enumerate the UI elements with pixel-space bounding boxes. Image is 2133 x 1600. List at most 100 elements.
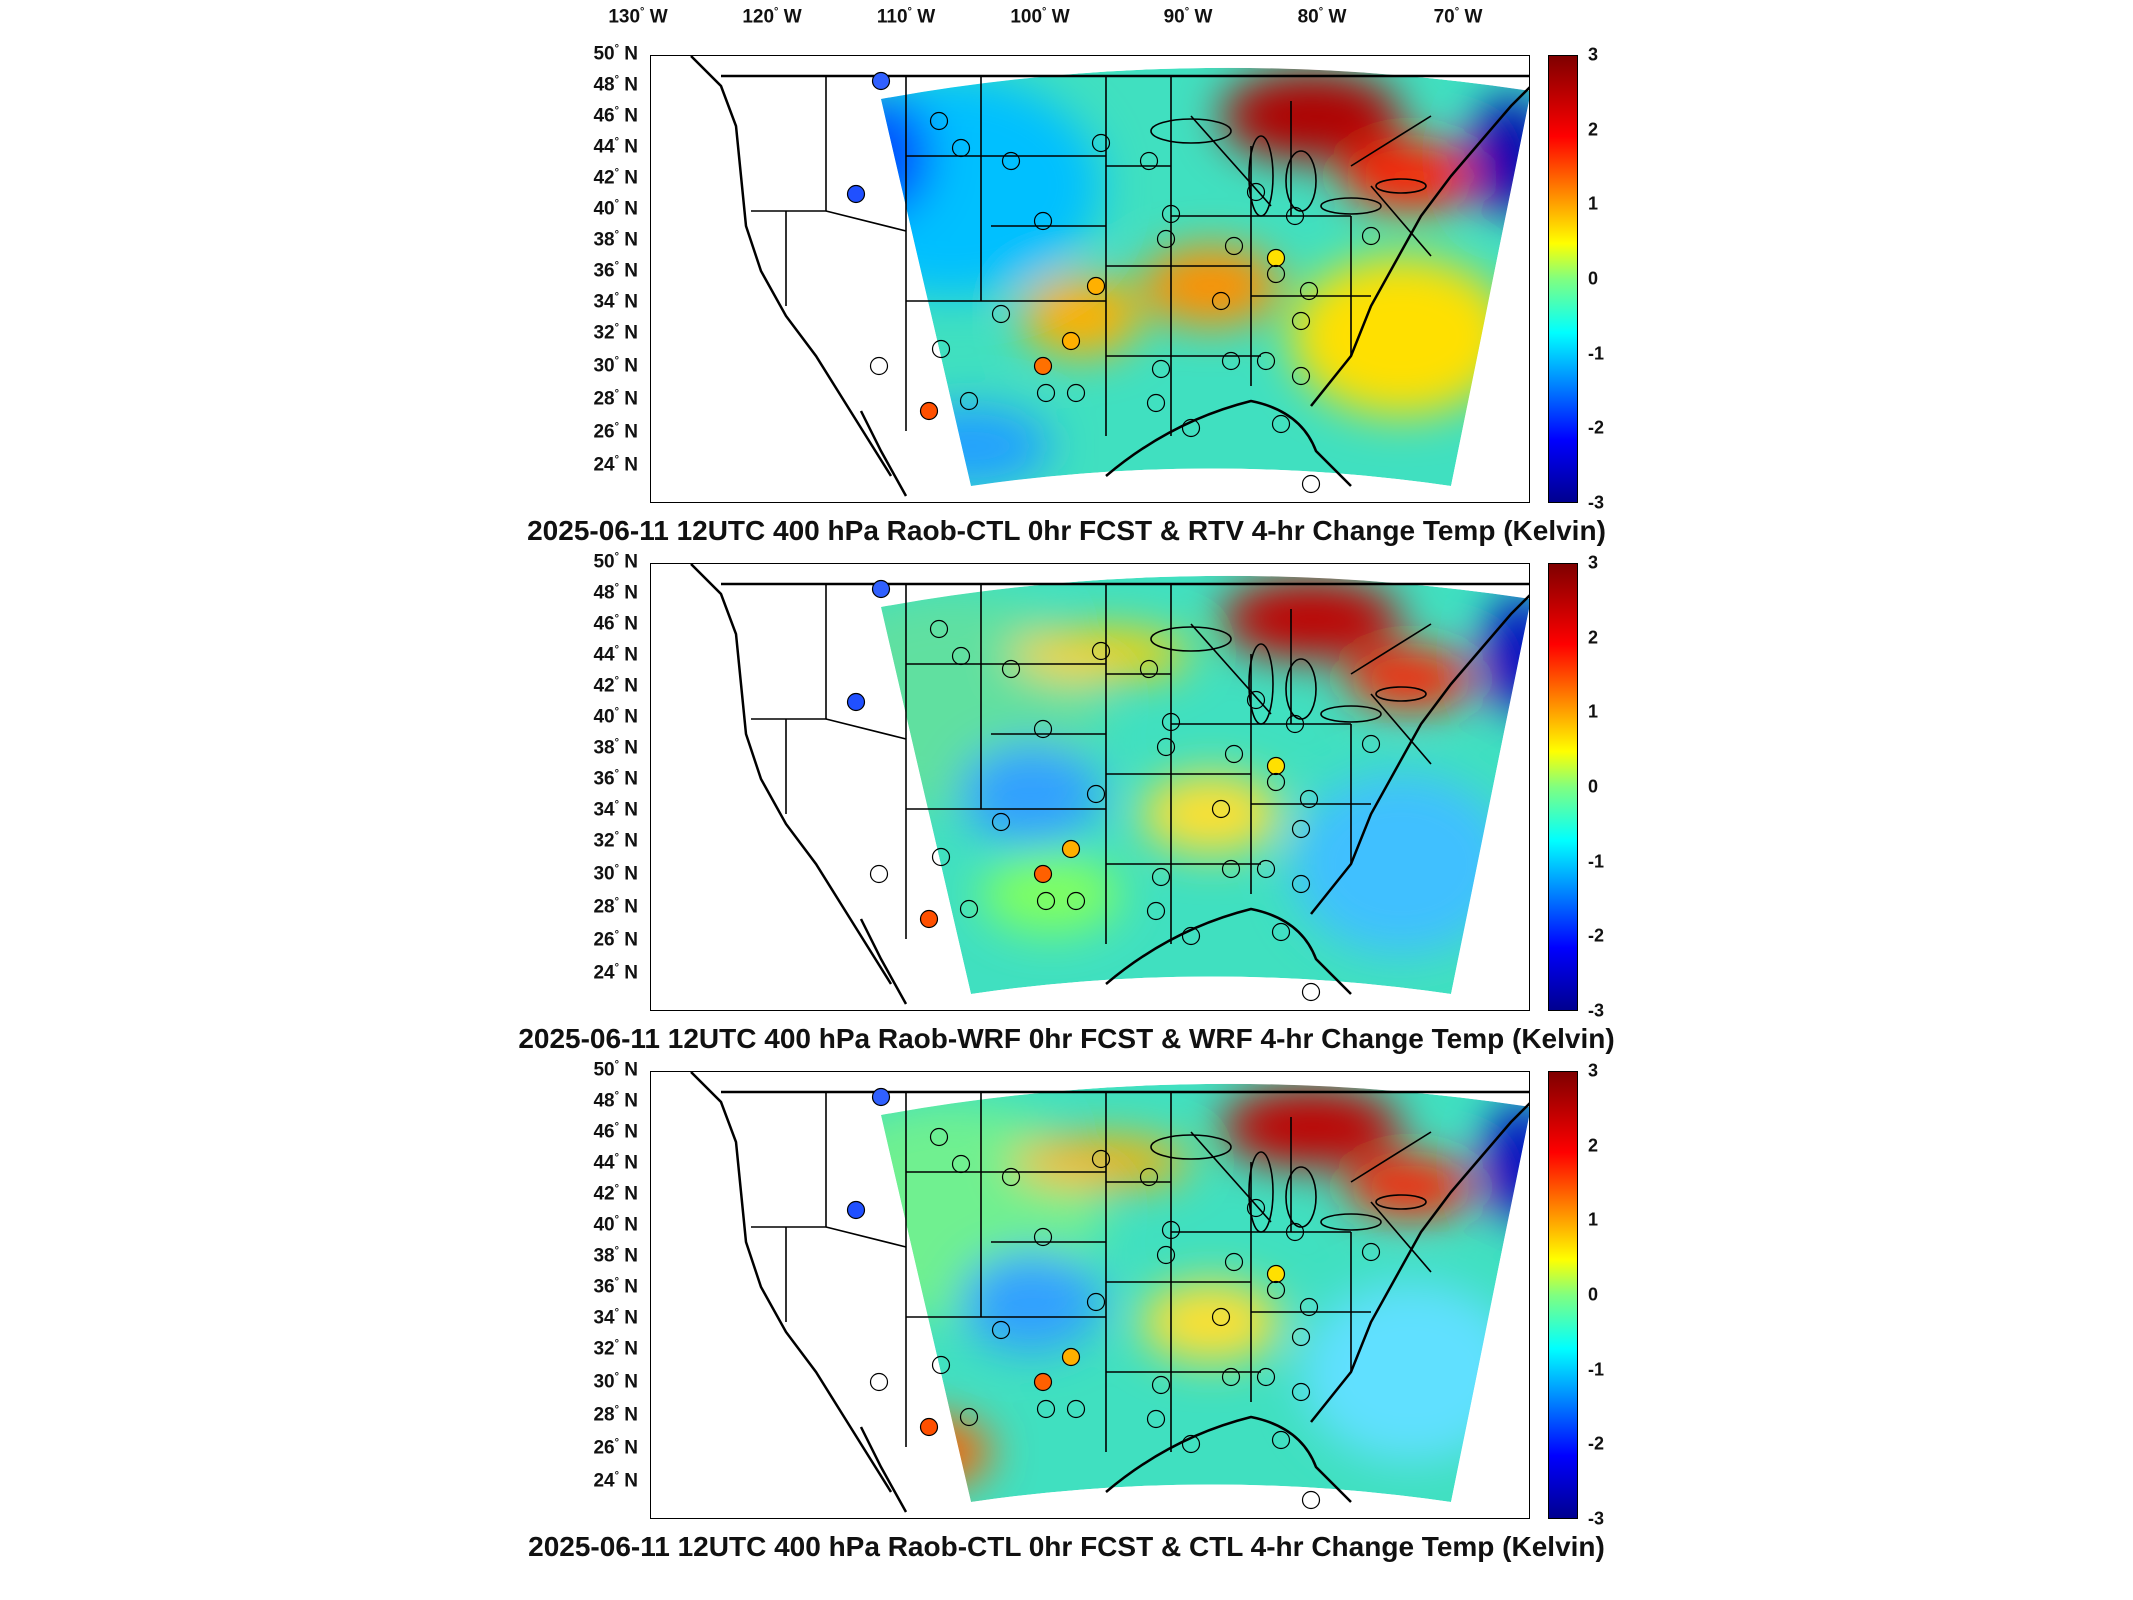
lon-tick-label: 120° W <box>742 6 802 28</box>
map-frame <box>650 55 1530 503</box>
raob-stations <box>846 1087 1381 1510</box>
map-panel-wrf: 50° N 48° N 46° N 44° N 42° N 40° N 38° N 36° N… <box>0 551 2133 1068</box>
lat-tick-label: 38° N <box>593 737 638 759</box>
colorbar-tick-label: -2 <box>1588 1433 1605 1454</box>
anomaly-region <box>1011 1137 1191 1187</box>
lat-tick-label: 34° N <box>593 799 638 821</box>
raob-station-marker <box>1221 351 1241 371</box>
lat-tick-label: 48° N <box>593 582 638 604</box>
raob-station-marker <box>1285 206 1305 226</box>
colorbar-tick-label: -1 <box>1588 1359 1605 1380</box>
raob-station-marker <box>846 1200 866 1220</box>
raob-station-marker <box>929 619 949 639</box>
lat-tick-label: 26° N <box>593 929 638 951</box>
raob-station-marker <box>1211 291 1231 311</box>
raob-stations <box>846 579 1381 1002</box>
great-lake <box>1320 1213 1382 1231</box>
raob-station-marker <box>1086 784 1106 804</box>
raob-station-marker <box>871 71 891 91</box>
map-panel-rtv: 50° N 48° N 46° N 44° N 42° N 40° N 38° N 36° N… <box>0 43 2133 560</box>
raob-station-marker <box>1036 1399 1056 1419</box>
raob-station-marker <box>1181 418 1201 438</box>
raob-station-marker <box>919 909 939 929</box>
raob-station-marker <box>931 1355 951 1375</box>
raob-station-marker <box>1221 1367 1241 1387</box>
coastline <box>1105 86 1529 487</box>
state-line <box>1190 623 1272 715</box>
colorbar-tick-label: -2 <box>1588 925 1605 946</box>
anomaly-region <box>1141 1282 1281 1362</box>
raob-station-marker <box>1301 982 1321 1002</box>
raob-station-marker <box>1033 211 1053 231</box>
raob-station-marker <box>1156 229 1176 249</box>
colorbar-tick-label: 1 <box>1588 701 1599 722</box>
raob-station-marker <box>1291 874 1311 894</box>
raob-station-marker <box>869 864 889 884</box>
great-lake <box>1285 150 1317 212</box>
raob-station-marker <box>1146 901 1166 921</box>
anomaly-region <box>1471 96 1529 216</box>
raob-station-marker <box>1066 383 1086 403</box>
colorbar-tick-label: -3 <box>1588 492 1605 513</box>
raob-stations <box>846 71 1381 494</box>
raob-station-marker <box>991 1320 1011 1340</box>
raob-station-marker <box>1139 151 1159 171</box>
state-line <box>825 718 907 740</box>
great-lake <box>1248 135 1274 217</box>
raob-station-marker <box>959 391 979 411</box>
state-line <box>1370 1201 1432 1273</box>
raob-station-marker <box>1086 1292 1106 1312</box>
lon-tick-label: 90° W <box>1163 6 1213 28</box>
lat-tick-label: 36° N <box>593 768 638 790</box>
colorbar-tick-label: -3 <box>1588 1000 1605 1021</box>
lat-tick-label: 30° N <box>593 1371 638 1393</box>
great-lake <box>1375 178 1427 194</box>
state-line <box>1350 623 1432 675</box>
lat-tick-label: 40° N <box>593 198 638 220</box>
raob-station-marker <box>1361 734 1381 754</box>
lat-tick-label: 24° N <box>593 454 638 476</box>
lat-tick-label: 28° N <box>593 1404 638 1426</box>
coastline <box>690 1072 893 1493</box>
lat-tick-label: 50° N <box>593 1059 638 1081</box>
state-line <box>1190 115 1272 207</box>
lat-tick-label: 42° N <box>593 675 638 697</box>
coastline <box>1105 1102 1529 1503</box>
lon-tick-label: 70° W <box>1433 6 1483 28</box>
temperature-field <box>881 67 1529 486</box>
lat-tick-label: 42° N <box>593 167 638 189</box>
raob-station-marker <box>1139 1167 1159 1187</box>
colorbar-tick-label: -1 <box>1588 851 1605 872</box>
raob-station-marker <box>1291 1327 1311 1347</box>
anomaly-region <box>1021 276 1141 356</box>
anomaly-region <box>1341 141 1481 211</box>
raob-station-marker <box>1161 204 1181 224</box>
anomaly-region <box>1291 774 1511 954</box>
raob-station-marker <box>1033 1227 1053 1247</box>
raob-station-marker <box>1246 182 1266 202</box>
state-line <box>1190 1131 1272 1223</box>
great-lake <box>1150 1134 1232 1160</box>
anomaly-region <box>961 744 1101 844</box>
raob-station-marker <box>1291 366 1311 386</box>
raob-station-marker <box>1151 359 1171 379</box>
colorbar <box>1548 55 1578 503</box>
colorbar-tick-label: 3 <box>1588 552 1599 573</box>
raob-station-marker <box>1001 1167 1021 1187</box>
great-lake <box>1285 1166 1317 1228</box>
raob-station-marker <box>846 692 866 712</box>
lat-tick-label: 30° N <box>593 355 638 377</box>
lat-tick-label: 24° N <box>593 962 638 984</box>
raob-station-marker <box>1151 1375 1171 1395</box>
colorbar-tick-label: 2 <box>1588 1135 1599 1156</box>
coastline <box>859 1426 908 1513</box>
raob-station-marker <box>931 847 951 867</box>
raob-station-marker <box>1301 474 1321 494</box>
raob-station-marker <box>1061 1347 1081 1367</box>
lat-tick-label: 36° N <box>593 260 638 282</box>
raob-station-marker <box>951 138 971 158</box>
raob-station-marker <box>1266 248 1286 268</box>
lat-tick-label: 50° N <box>593 551 638 573</box>
raob-station-marker <box>1033 356 1053 376</box>
lat-tick-label: 38° N <box>593 1245 638 1267</box>
